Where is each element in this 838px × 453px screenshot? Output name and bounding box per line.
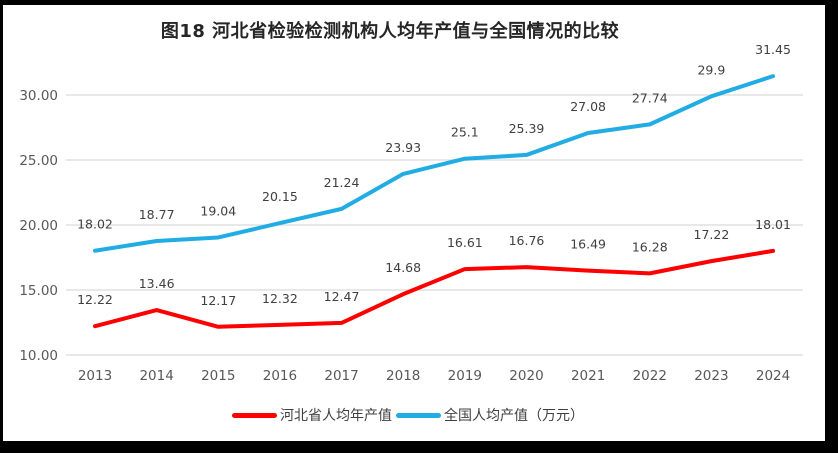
data-label-series-0: 12.47 xyxy=(324,289,360,304)
data-label-series-1: 25.39 xyxy=(509,121,545,136)
x-axis-tick-label: 2015 xyxy=(201,368,235,384)
x-axis-tick-label: 2020 xyxy=(509,368,543,384)
y-axis-tick-label: 15.00 xyxy=(19,283,58,299)
x-axis-tick-label: 2017 xyxy=(324,368,358,384)
data-label-series-0: 12.32 xyxy=(262,291,298,306)
chart-svg: 10.00 15.00 20.00 25.00 30.00 2013 2014 2015 201… xyxy=(19,42,803,384)
y-axis-tick-label: 10.00 xyxy=(19,348,58,364)
data-label-series-1: 18.77 xyxy=(139,207,175,222)
chart-legend: 河北省人均年产值 全国人均产值（万元） xyxy=(3,405,813,425)
data-label-series-0: 16.76 xyxy=(509,233,545,248)
data-label-series-0: 14.68 xyxy=(385,260,421,275)
data-label-series-0: 16.28 xyxy=(632,239,668,254)
legend-label: 全国人均产值（万元） xyxy=(444,408,584,424)
data-label-series-1: 19.04 xyxy=(200,203,236,218)
data-label-series-1: 31.45 xyxy=(755,42,791,57)
data-label-series-0: 13.46 xyxy=(139,276,175,291)
data-label-series-0: 16.61 xyxy=(447,235,483,250)
y-axis-tick-label: 20.00 xyxy=(19,218,58,234)
x-axis-tick-label: 2022 xyxy=(633,368,667,384)
data-label-series-1: 23.93 xyxy=(385,140,421,155)
y-axis-tick-label: 25.00 xyxy=(19,153,58,169)
legend-marker xyxy=(396,412,441,418)
data-label-series-1: 20.15 xyxy=(262,189,298,204)
series-line-0 xyxy=(93,248,776,329)
data-label-series-0: 12.22 xyxy=(77,292,113,307)
x-axis-tick-label: 2013 xyxy=(78,368,112,384)
data-label-series-1: 27.08 xyxy=(570,99,606,114)
series-line-1 xyxy=(93,74,776,253)
legend-item: 全国人均产值（万元） xyxy=(396,405,584,425)
data-label-series-0: 16.49 xyxy=(570,237,606,252)
data-label-series-1: 27.74 xyxy=(632,90,668,105)
x-axis-tick-label: 2024 xyxy=(756,368,790,384)
legend-item: 河北省人均年产值 xyxy=(232,405,392,425)
data-label-series-0: 12.17 xyxy=(200,293,236,308)
chart-title: 图18 河北省检验检测机构人均年产值与全国情况的比较 xyxy=(160,21,620,42)
x-axis-tick-label: 2019 xyxy=(448,368,482,384)
x-axis-tick-label: 2016 xyxy=(263,368,297,384)
x-axis-tick-label: 2014 xyxy=(139,368,173,384)
data-label-series-1: 25.1 xyxy=(451,125,479,140)
data-label-series-1: 29.9 xyxy=(697,62,725,77)
data-label-series-0: 18.01 xyxy=(755,217,791,232)
legend-label: 河北省人均年产值 xyxy=(280,408,392,424)
x-axis-tick-label: 2021 xyxy=(571,368,605,384)
x-axis-tick-label: 2023 xyxy=(694,368,728,384)
x-axis-tick-label: 2018 xyxy=(386,368,420,384)
data-label-series-1: 18.02 xyxy=(77,217,113,232)
legend-marker xyxy=(232,412,277,418)
y-axis-tick-label: 30.00 xyxy=(19,88,58,104)
data-label-series-0: 17.22 xyxy=(694,227,730,242)
data-label-series-1: 21.24 xyxy=(324,175,360,190)
